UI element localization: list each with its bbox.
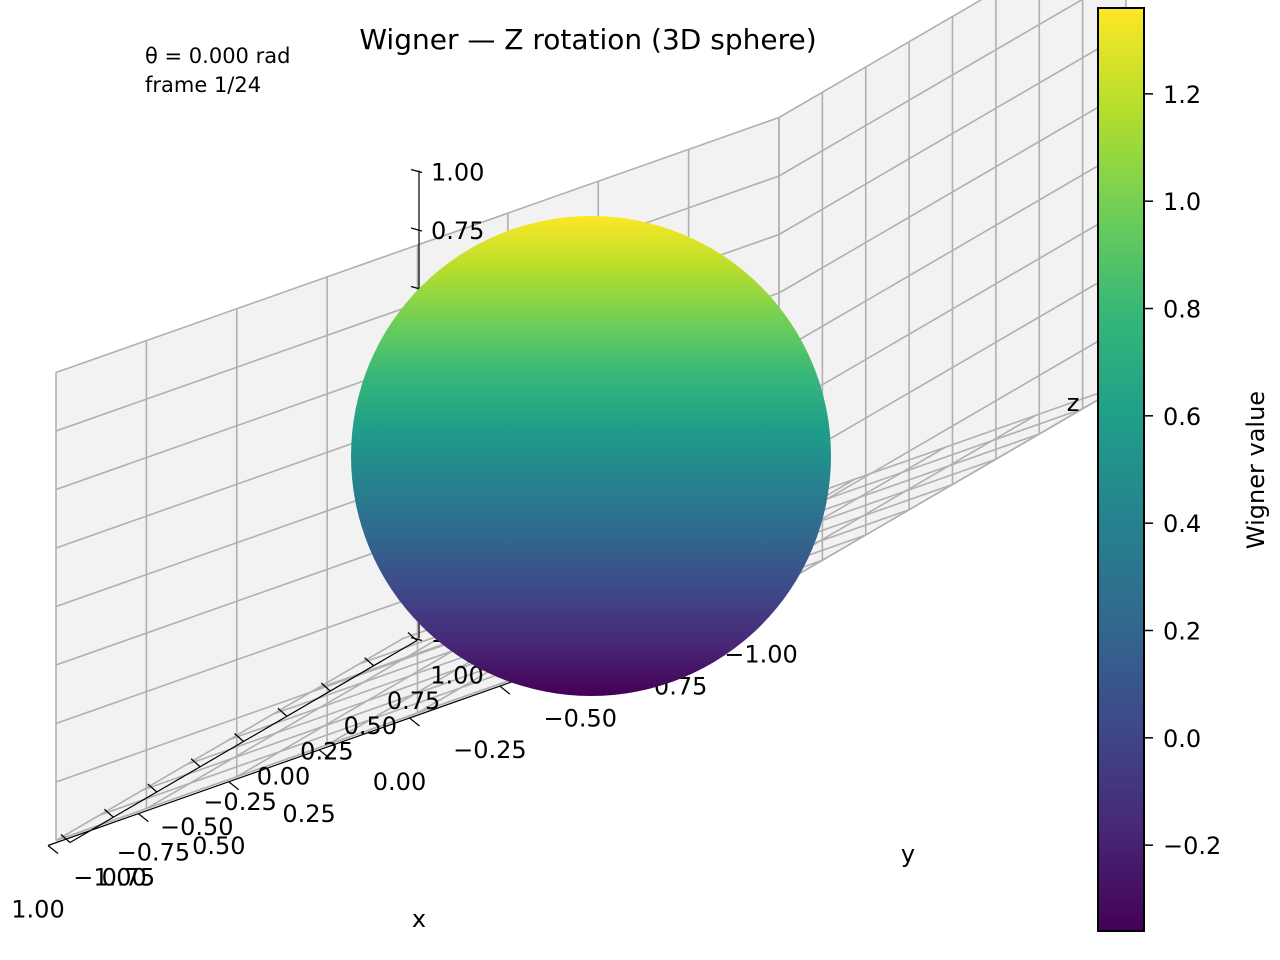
z-tick-mark bbox=[410, 636, 423, 642]
x-tick-mark bbox=[47, 845, 59, 854]
y-tick-label: 1.00 bbox=[430, 662, 483, 690]
x-tick-label: 1.00 bbox=[11, 896, 64, 924]
y-tick-label: −0.50 bbox=[160, 813, 234, 841]
grid-line-z-left-pane bbox=[55, 116, 780, 374]
z-axis-label: z bbox=[1067, 389, 1080, 417]
colorbar-tick-label: 1.0 bbox=[1163, 188, 1201, 216]
x-tick-label: −0.25 bbox=[453, 736, 527, 764]
x-tick-mark bbox=[499, 685, 511, 695]
x-tick-label: 0.00 bbox=[373, 768, 426, 796]
colorbar-tick-label: 0.0 bbox=[1163, 725, 1201, 753]
grid-line-x-floor bbox=[145, 605, 494, 810]
x-tick-mark bbox=[409, 717, 420, 727]
y-tick-mark bbox=[320, 682, 331, 692]
x-tick-label: −0.50 bbox=[544, 704, 618, 732]
colorbar-tick-label: 0.6 bbox=[1163, 403, 1201, 431]
z-tick-label: 0.75 bbox=[431, 217, 484, 245]
z-tick-label: 1.00 bbox=[431, 159, 484, 187]
y-tick-mark bbox=[147, 783, 158, 793]
y-tick-mark bbox=[407, 632, 418, 641]
grid-line-z-back-pane bbox=[778, 148, 1127, 353]
y-tick-mark bbox=[60, 834, 71, 843]
frame-counter-annotation: frame 1/24 bbox=[145, 73, 262, 97]
x-tick-label: 0.50 bbox=[192, 832, 245, 860]
colorbar: −0.2 0.0 0.2 0.4 0.6 0.8 1.0 1.2 Wigner value bbox=[1097, 7, 1270, 932]
colorbar-tick-label: 1.2 bbox=[1163, 81, 1201, 109]
colorbar-tick-label: −0.2 bbox=[1163, 832, 1221, 860]
grid-line-z-back-pane bbox=[778, 90, 1127, 294]
y-tick-mark bbox=[364, 657, 375, 667]
y-tick-mark bbox=[103, 808, 114, 818]
z-tick-mark bbox=[410, 168, 423, 174]
colorbar-tick-label: 0.4 bbox=[1163, 510, 1201, 538]
y-tick-mark bbox=[190, 758, 201, 768]
y-tick-label: −0.25 bbox=[203, 788, 277, 816]
x-tick-label: 0.75 bbox=[102, 864, 155, 892]
colorbar-ticks: −0.2 0.0 0.2 0.4 0.6 0.8 1.0 1.2 bbox=[1144, 81, 1221, 860]
x-tick-mark bbox=[318, 749, 330, 759]
colorbar-tick-label: 0.2 bbox=[1163, 617, 1201, 645]
chart-title: Wigner — Z rotation (3D sphere) bbox=[359, 23, 816, 56]
y-tick-label: 0.75 bbox=[387, 687, 440, 715]
y-tick-mark bbox=[234, 733, 244, 742]
y-tick-label: 0.25 bbox=[300, 737, 353, 765]
grid-line-z-back-pane bbox=[778, 0, 983, 119]
wigner-sphere-surface bbox=[351, 216, 831, 696]
y-axis-label: y bbox=[901, 840, 915, 868]
y-tick-label: −0.75 bbox=[117, 838, 191, 866]
colorbar-label: Wigner value bbox=[1242, 391, 1270, 549]
grid-line-z-back-pane bbox=[778, 0, 1083, 177]
x-tick-label: 0.25 bbox=[282, 800, 335, 828]
grid-line-x-floor bbox=[55, 637, 404, 842]
y-tick-label: 0.50 bbox=[344, 712, 397, 740]
x-tick-mark bbox=[228, 781, 240, 791]
axes-3d: −1.00−1.00−1.00−0.75−0.75−0.75−0.50−0.50… bbox=[11, 0, 1127, 933]
y-tick-label: −1.00 bbox=[73, 864, 147, 892]
x-axis-label: x bbox=[412, 905, 426, 933]
colorbar-tick-label: 0.8 bbox=[1163, 296, 1201, 324]
y-tick-label: 0.00 bbox=[257, 763, 310, 791]
colorbar-gradient-bar bbox=[1097, 7, 1145, 932]
y-tick-mark bbox=[277, 707, 288, 717]
rotation-angle-annotation: θ = 0.000 rad bbox=[145, 44, 291, 68]
grid-line-z-back-pane bbox=[778, 31, 1127, 236]
x-tick-mark bbox=[138, 813, 149, 823]
z-tick-mark bbox=[410, 227, 423, 232]
